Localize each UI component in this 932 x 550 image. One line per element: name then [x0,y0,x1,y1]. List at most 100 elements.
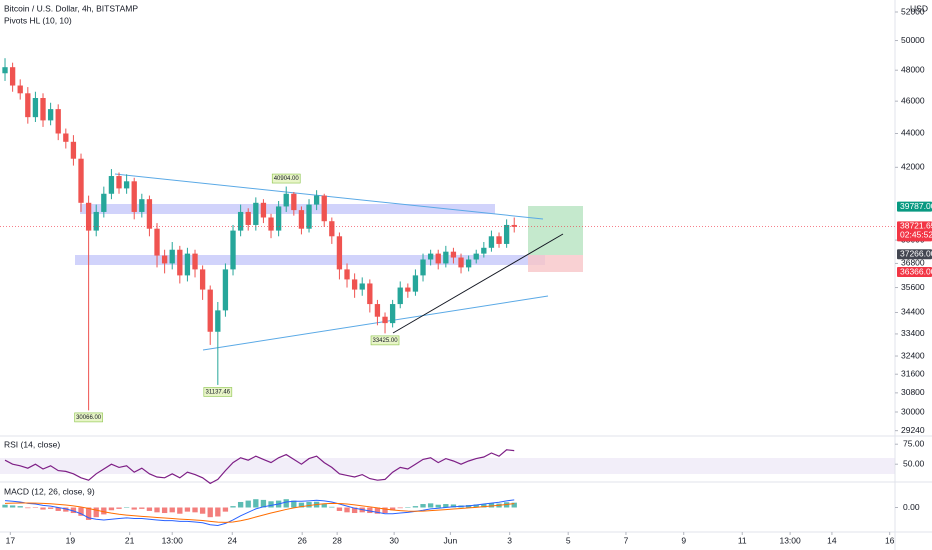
macd-histogram-bar [116,507,122,509]
candle-body [47,109,54,121]
macd-histogram-bar [32,507,39,508]
macd-histogram-bar [215,507,221,517]
y-tick-label: 50000 [901,35,925,45]
x-tick-label: Jun [444,535,458,545]
candle-body [215,310,221,332]
x-tick-label: 9 [681,535,686,545]
candle-body [161,255,168,264]
macd-histogram-bar [481,504,487,508]
macd-histogram-bar [93,507,99,518]
candle-body [25,93,31,118]
candle-body [313,195,320,205]
candle-body [237,211,244,231]
x-tick-label: 21 [125,535,135,545]
x-tick-label: 11 [738,535,747,545]
macd-histogram-bar [450,504,457,508]
candle-body [85,202,92,231]
macd-histogram-bar [9,505,16,508]
target-box [528,206,583,255]
candle-body [78,158,84,203]
candle-body [291,193,297,211]
macd-histogram-bar [230,506,236,508]
stop-box [528,255,583,272]
chart-title: Bitcoin / U.S. Dollar, 4h, BITSTAMP [4,3,138,13]
macd-histogram-bar [237,501,244,508]
macd-histogram-bar [47,507,54,509]
candle-body [169,249,175,264]
macd-histogram-bar [473,504,479,508]
candle-body [488,236,495,248]
y-tick-label: 33400 [901,328,925,338]
macd-histogram-bar [17,506,23,508]
macd-histogram-bar [101,507,107,515]
candle-body [17,85,23,94]
x-tick-label: 30 [389,535,399,545]
x-tick-label: 5 [566,535,571,545]
macd-histogram-bar [139,507,145,509]
x-tick-label: 24 [228,535,238,545]
candle-body [382,316,388,324]
macd-title: MACD (12, 26, close, 9) [4,486,95,496]
price-label: 38721.65 [900,221,932,231]
candle-body [2,67,8,74]
y-tick-label: 35600 [901,282,925,292]
candle-body [397,287,403,305]
macd-histogram-bar [420,504,426,508]
trend-line [114,173,544,220]
rsi-band [0,458,895,474]
macd-histogram-bar [253,499,259,508]
candle-body [458,257,464,268]
y-tick-label: 36800 [901,258,925,268]
macd-histogram-bar [382,507,388,514]
macd-histogram-bar [123,507,130,508]
pivot-label-box [203,387,233,397]
price-label: 36366.00 [900,266,932,276]
y-tick-label: 30000 [901,406,925,416]
candle-body [123,181,130,189]
candle-body [481,247,487,254]
candle-body [63,133,69,142]
rsi-title: RSI (14, close) [4,439,60,449]
candle-body [222,269,229,311]
signal-line [4,502,515,523]
trend-line [202,295,549,351]
candle-body [260,202,267,218]
macd-tick-label: 0.00 [903,502,920,512]
macd-histogram-bar [222,507,229,512]
candle-body [306,204,312,229]
y-tick-label: 48000 [901,64,925,74]
candle-body [374,304,381,317]
price-label-box [897,221,932,242]
candle-body [367,283,373,305]
macd-histogram-bar [367,507,373,514]
macd-histogram-bar [63,507,69,512]
macd-histogram-bar [2,504,8,508]
candle-body [70,141,77,159]
rsi-tick-label: 50.00 [903,458,925,468]
macd-histogram-bar [161,507,168,514]
trend-line [392,233,564,334]
macd-histogram-bar [329,506,335,508]
macd-histogram-bar [389,507,396,511]
macd-histogram-bar [177,507,183,514]
candle-body [420,259,426,276]
candle-body [139,199,145,212]
macd-histogram-bar [298,502,305,508]
macd-histogram-bar [397,507,403,509]
price-label-box [897,267,932,278]
pivot-label: 33425.00 [373,338,399,344]
x-tick-label: 13:00 [779,535,801,545]
x-tick-label: 16 [885,535,895,545]
price-label: 37266.00 [900,249,932,259]
candle-body [245,211,251,225]
candle-body [283,193,289,207]
candle-body [108,176,115,194]
candle-body [101,193,107,212]
candle-body [473,253,479,260]
x-tick-label: 3 [507,535,512,545]
macd-histogram-bar [427,503,434,508]
macd-histogram-bar [184,507,191,512]
x-tick-label: 28 [332,535,342,545]
